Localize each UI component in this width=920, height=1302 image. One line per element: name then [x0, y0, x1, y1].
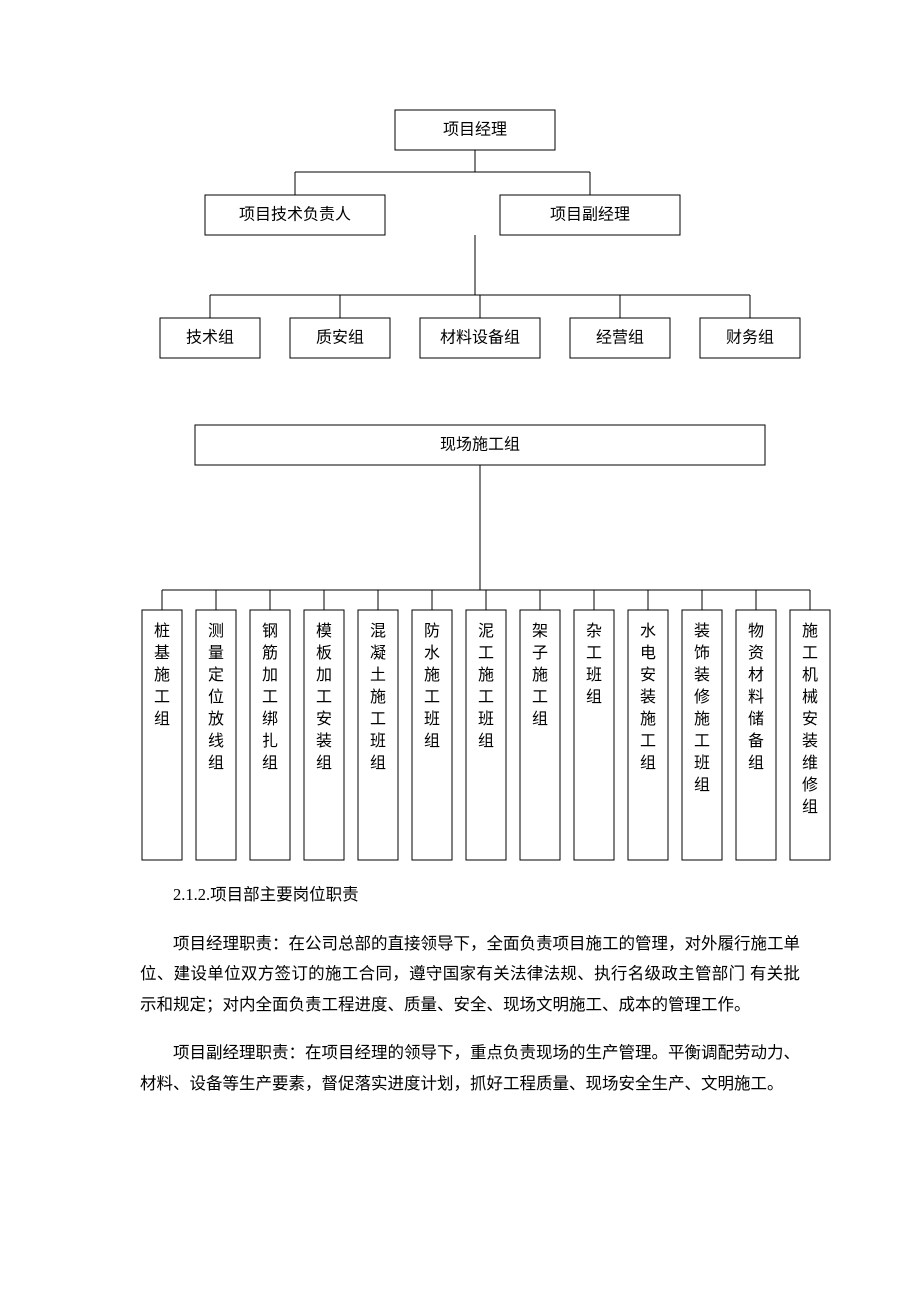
svg-text:混凝土施工班组: 混凝土施工班组 — [370, 622, 386, 772]
svg-text:技术组: 技术组 — [186, 329, 234, 347]
section-heading: 2.1.2.项目部主要岗位职责 — [140, 880, 800, 911]
svg-text:施工机械安装维修组: 施工机械安装维修组 — [802, 622, 818, 816]
svg-text:测量定位放线组: 测量定位放线组 — [208, 622, 224, 772]
org-chart: 项目经理项目技术负责人 项目副经理技术组 质安组 材料设备组 经营组 财务组现场施工组桩基… — [0, 100, 920, 880]
svg-text:模板加工安装组: 模板加工安装组 — [316, 622, 332, 772]
svg-text:桩基施工组: 桩基施工组 — [154, 622, 170, 728]
svg-text:经营组: 经营组 — [596, 329, 644, 347]
page: 项目经理项目技术负责人 项目副经理技术组 质安组 材料设备组 经营组 财务组现场施工组桩基… — [0, 0, 920, 1099]
body-text: 2.1.2.项目部主要岗位职责 项目经理职责：在公司总部的直接领导下，全面负责项… — [0, 880, 920, 1099]
svg-text:现场施工组: 现场施工组 — [440, 436, 520, 454]
svg-text:水电安装施工组: 水电安装施工组 — [640, 622, 656, 772]
svg-text:项目经理: 项目经理 — [443, 121, 507, 139]
svg-text:项目技术负责人: 项目技术负责人 — [239, 206, 351, 224]
svg-text:质安组: 质安组 — [316, 329, 364, 347]
svg-text:架子施工组: 架子施工组 — [532, 622, 548, 728]
svg-text:钢筋加工绑扎组: 钢筋加工绑扎组 — [262, 622, 278, 772]
svg-text:材料设备组: 材料设备组 — [440, 329, 520, 347]
paragraph-pm-duty: 项目经理职责：在公司总部的直接领导下，全面负责项目施工的管理，对外履行施工单位、… — [140, 929, 800, 1021]
svg-text:财务组: 财务组 — [726, 329, 774, 347]
svg-text:物资材料储备组: 物资材料储备组 — [748, 622, 764, 772]
paragraph-dpm-duty: 项目副经理职责：在项目经理的领导下，重点负责现场的生产管理。平衡调配劳动力、材料… — [140, 1038, 800, 1099]
svg-text:项目副经理: 项目副经理 — [550, 206, 630, 224]
